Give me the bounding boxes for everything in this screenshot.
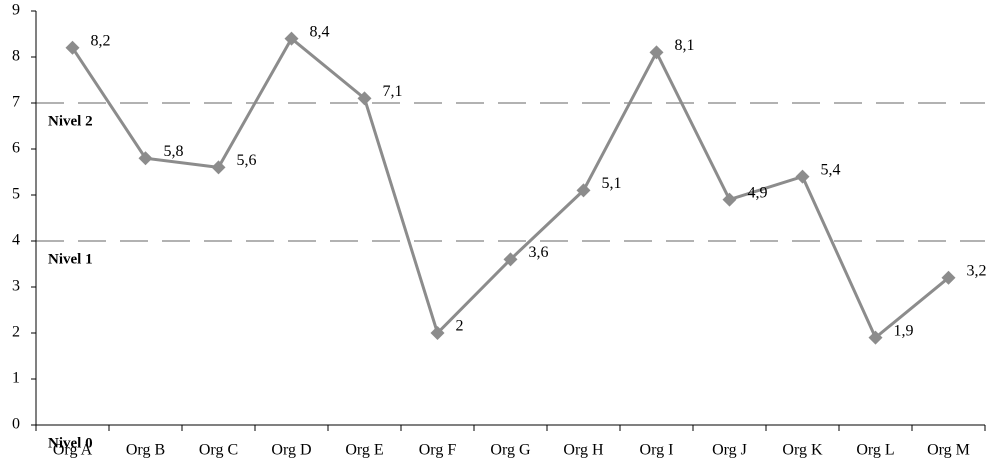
y-tick-label: 3 [12, 278, 20, 295]
x-tick-label: Org F [419, 442, 457, 459]
x-tick-label: Org C [199, 442, 238, 459]
x-tick-label: Org H [563, 442, 604, 459]
marker [649, 45, 664, 60]
y-tick-label: 7 [12, 94, 20, 111]
marker [430, 326, 445, 340]
marker [503, 252, 518, 267]
marker [138, 151, 153, 166]
marker [211, 160, 226, 175]
x-tick-label: Org K [782, 442, 823, 459]
x-tick-label: Org E [345, 442, 383, 459]
data-label: 3,6 [529, 244, 549, 261]
marker [795, 169, 810, 184]
marker [65, 40, 80, 55]
data-label: 5,8 [164, 143, 184, 160]
level-label: Nivel 1 [48, 251, 93, 267]
data-label: 3,2 [967, 262, 987, 279]
data-label: 8,1 [675, 37, 695, 54]
marker [357, 91, 372, 106]
data-label: 8,4 [310, 23, 330, 40]
marker [722, 192, 737, 207]
x-tick-label: Org I [640, 442, 674, 459]
data-label: 5,1 [602, 175, 622, 192]
data-label: 1,9 [894, 322, 914, 339]
data-label: 8,2 [91, 32, 111, 49]
level-label: Nivel 0 [48, 435, 93, 451]
line [71, 36, 950, 340]
x-tick-label: Org J [712, 442, 747, 459]
data-label: 5,4 [821, 161, 841, 178]
marker [868, 330, 883, 345]
y-tick-label: 4 [12, 232, 20, 249]
x-tick-label: Org B [126, 442, 165, 459]
marker [284, 31, 299, 46]
x-tick-label: Org G [490, 442, 531, 459]
y-tick-label: 1 [12, 370, 20, 387]
x-tick-label: Org L [856, 442, 894, 459]
y-tick-label: 5 [12, 186, 20, 203]
x-tick-label: Org A [53, 442, 93, 459]
marker [941, 270, 956, 285]
level-label: Nivel 2 [48, 113, 93, 129]
x-tick-label: Org M [927, 442, 970, 459]
data-label: 4,9 [748, 184, 768, 201]
y-tick-label: 0 [12, 416, 20, 433]
y-tick-label: 8 [12, 48, 20, 65]
data-label: 5,6 [237, 152, 257, 169]
y-tick-label: 2 [12, 324, 20, 341]
data-label: 7,1 [383, 83, 403, 100]
y-tick-label: 9 [12, 2, 20, 19]
y-tick-label: 6 [12, 140, 20, 157]
x-tick-label: Org D [271, 442, 311, 459]
marker [576, 183, 591, 198]
data-label: 2 [456, 318, 464, 335]
